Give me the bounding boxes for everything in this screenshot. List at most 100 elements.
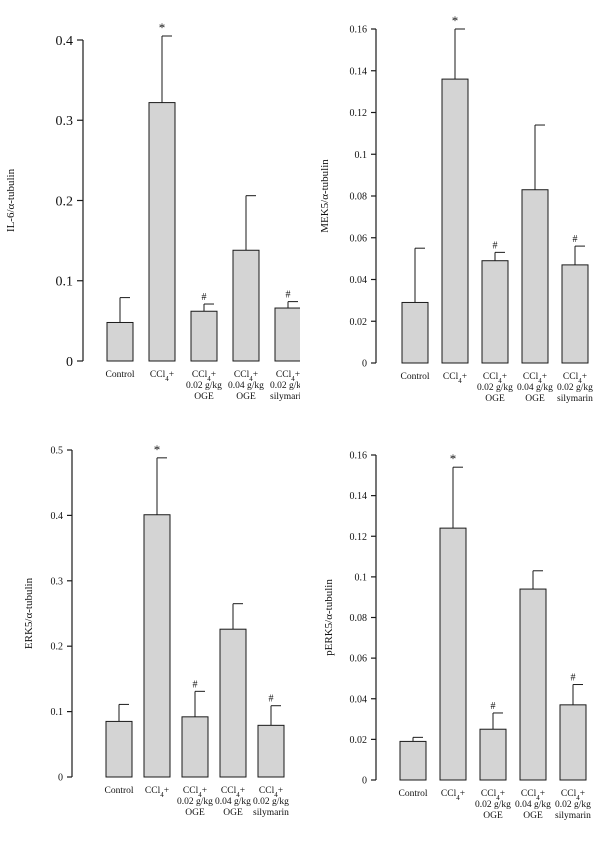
category-label: silymarin: [555, 811, 591, 821]
category-label: CCl4+: [221, 786, 245, 799]
y-tick-label: 0: [58, 773, 63, 784]
significance-mark: *: [154, 442, 161, 457]
significance-mark: #: [202, 292, 207, 303]
significance-mark: *: [450, 451, 457, 466]
significance-mark: #: [571, 673, 576, 684]
significance-mark: *: [159, 20, 166, 35]
y-tick-label: 0.1: [51, 707, 64, 718]
y-axis-label: MEK5/α-tubulin: [319, 159, 331, 233]
bar: [561, 264, 589, 364]
category-label: 0.02 g/kg: [557, 383, 593, 393]
category-label: silymarin: [253, 808, 289, 818]
y-tick-label: 0.1: [355, 150, 368, 161]
bar: [106, 321, 134, 362]
y-tick-label: 0.12: [350, 108, 368, 119]
category-label: OGE: [523, 811, 543, 821]
y-tick-label: 0.3: [51, 576, 64, 587]
chart-svg-perk5: 0 0.02 0.04 0.06 0.08 0.1 0.12 0.14 0.16 pERK5/α-…: [323, 451, 591, 822]
y-tick-label: 0.5: [51, 446, 64, 457]
category-label: CCl4+: [145, 786, 169, 799]
category-label: OGE: [194, 392, 214, 402]
y-tick-label: 0.02: [350, 735, 368, 746]
y-tick-label: 0.2: [56, 194, 74, 209]
y-tick-label: 0.1: [355, 572, 368, 583]
bar: [190, 310, 218, 362]
category-label: CCl4+: [276, 370, 300, 383]
category-label: CCl4+: [234, 370, 258, 383]
bar: [481, 260, 509, 364]
bar: [181, 716, 209, 778]
category-label: CCl4+: [192, 370, 216, 383]
chart-panel-mek5: 0 0.02 0.04 0.06 0.08 0.1 0.12 0.14 0.16 MEK5/α-t…: [300, 0, 600, 424]
significance-mark: #: [286, 290, 291, 301]
bar: [105, 720, 133, 778]
bar: [559, 704, 587, 781]
y-tick-label: 0.4: [56, 34, 74, 49]
bar: [479, 728, 507, 781]
category-label: OGE: [236, 392, 256, 402]
chart-panel-erk5: 0 0.1 0.2 0.3 0.4 0.5 ERK5/α-tubulin Control * CC…: [0, 424, 300, 848]
category-label: 0.02 g/kg: [253, 797, 289, 807]
significance-mark: #: [193, 679, 198, 690]
category-label: OGE: [485, 394, 505, 404]
category-label: silymarin: [270, 392, 300, 402]
category-label: 0.02 g/kg: [270, 381, 300, 391]
y-tick-label: 0.3: [56, 114, 74, 129]
chart-svg-mek5: 0 0.02 0.04 0.06 0.08 0.1 0.12 0.14 0.16 MEK5/α-t…: [319, 13, 593, 404]
y-tick-label: 0.16: [350, 25, 368, 36]
category-label: 0.04 g/kg: [517, 383, 553, 393]
category-label: CCl4+: [521, 789, 545, 802]
y-axis-label: pERK5/α-tubulin: [323, 579, 335, 656]
category-label: 0.02 g/kg: [555, 800, 591, 810]
category-label: 0.04 g/kg: [228, 381, 264, 391]
category-label: OGE: [223, 808, 243, 818]
category-label: CCl4+: [481, 789, 505, 802]
category-label: OGE: [185, 808, 205, 818]
category-label: 0.02 g/kg: [186, 381, 222, 391]
y-tick-label: 0: [362, 776, 367, 787]
category-label: OGE: [483, 811, 503, 821]
y-tick-label: 0.2: [51, 642, 64, 653]
category-label: silymarin: [557, 394, 593, 404]
category-label: CCl4+: [443, 372, 467, 385]
category-label: CCl4+: [561, 789, 585, 802]
category-label: Control: [105, 370, 134, 380]
category-label: CCl4+: [441, 789, 465, 802]
bar: [441, 78, 469, 364]
bar: [257, 724, 285, 778]
y-tick-label: 0.4: [51, 511, 64, 522]
bar: [143, 514, 171, 778]
y-tick-label: 0: [66, 355, 73, 370]
y-tick-label: 0.14: [350, 66, 368, 77]
category-label: CCl4+: [183, 786, 207, 799]
significance-mark: *: [452, 13, 459, 28]
category-label: CCl4+: [483, 372, 507, 385]
chart-panel-perk5: 0 0.02 0.04 0.06 0.08 0.1 0.12 0.14 0.16 pERK5/α-…: [300, 424, 600, 848]
category-label: CCl4+: [259, 786, 283, 799]
chart-svg-il6: 0 0.1 0.2 0.3 0.4 IL-6/α-tubulin Control * CCl4+…: [5, 20, 300, 402]
y-tick-label: 0.12: [350, 532, 368, 543]
category-label: 0.04 g/kg: [515, 800, 551, 810]
y-tick-label: 0.02: [350, 317, 368, 328]
bar: [519, 588, 547, 781]
y-axis-label: ERK5/α-tubulin: [23, 577, 35, 649]
y-tick-label: 0.06: [350, 233, 368, 244]
bar: [232, 249, 260, 362]
category-label: CCl4+: [563, 372, 587, 385]
bar: [399, 740, 427, 781]
significance-mark: #: [493, 240, 498, 251]
y-tick-label: 0.16: [350, 451, 368, 462]
y-tick-label: 0.04: [350, 694, 368, 705]
bar: [521, 189, 549, 364]
significance-mark: #: [269, 694, 274, 705]
y-tick-label: 0.08: [350, 192, 368, 203]
y-tick-label: 0.06: [350, 654, 368, 665]
y-tick-label: 0.04: [350, 275, 368, 286]
category-label: CCl4+: [523, 372, 547, 385]
bar: [148, 102, 176, 362]
category-label: Control: [400, 372, 429, 382]
category-label: 0.04 g/kg: [215, 797, 251, 807]
significance-mark: #: [573, 234, 578, 245]
bar: [219, 628, 247, 778]
bar: [274, 307, 300, 362]
